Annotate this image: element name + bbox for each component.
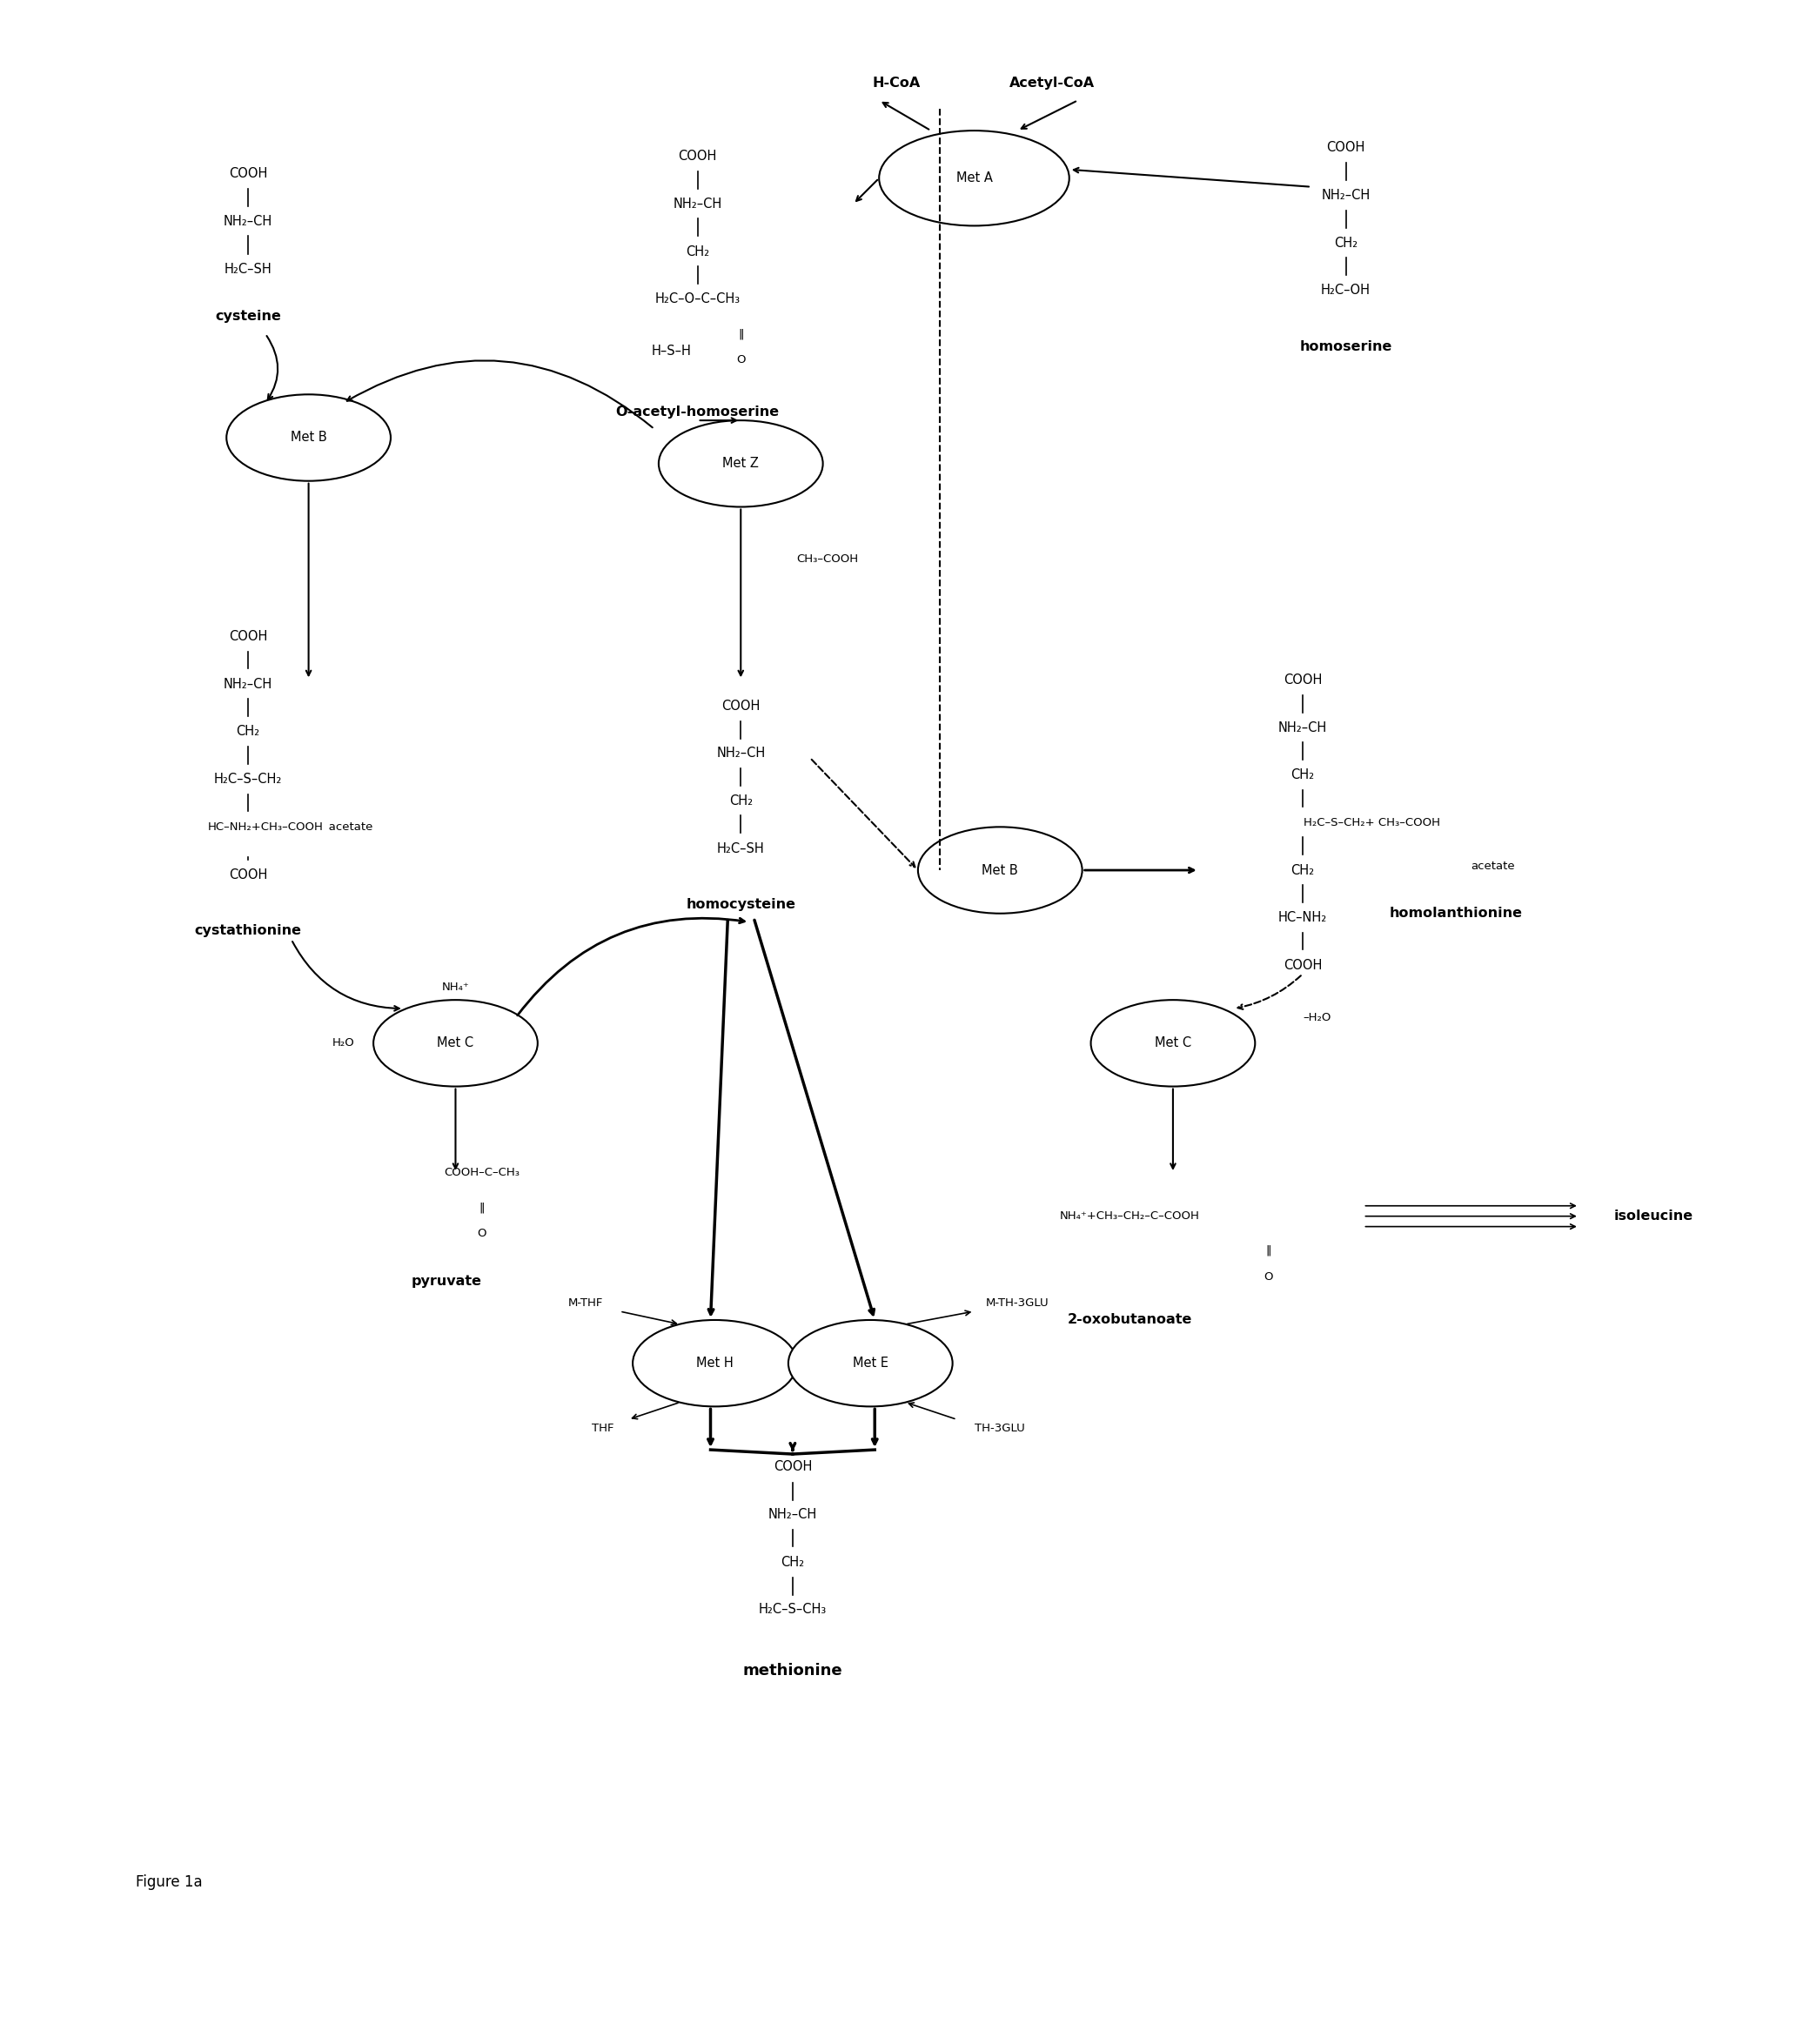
Text: CH₂: CH₂ [1291,865,1314,877]
Text: H₂C–S–CH₃: H₂C–S–CH₃ [758,1602,827,1617]
Ellipse shape [373,1000,538,1087]
Text: cystathionine: cystathionine [194,924,302,938]
Text: NH₂–CH: NH₂–CH [1278,722,1327,734]
Text: ‖: ‖ [738,329,744,339]
Ellipse shape [226,394,391,480]
Ellipse shape [1091,1000,1254,1087]
Text: Met B: Met B [290,431,328,444]
Text: Figure 1a: Figure 1a [136,1874,203,1891]
Text: pyruvate: pyruvate [411,1275,481,1288]
Text: NH₂–CH: NH₂–CH [767,1508,816,1521]
Ellipse shape [918,828,1082,914]
Text: Met C: Met C [1155,1036,1191,1051]
Text: H₂C–S–CH₂: H₂C–S–CH₂ [214,773,282,785]
Text: homocysteine: homocysteine [686,897,796,912]
Text: M-TH-3GLU: M-TH-3GLU [986,1298,1050,1308]
Text: COOH: COOH [228,168,268,180]
Text: COOH: COOH [773,1461,813,1474]
Text: H₂O: H₂O [331,1038,355,1049]
Text: ‖: ‖ [1265,1245,1271,1257]
Text: COOH–C–CH₃: COOH–C–CH₃ [443,1167,519,1179]
Text: COOH: COOH [722,699,760,713]
Ellipse shape [634,1320,796,1406]
Text: 2-oxobutanoate: 2-oxobutanoate [1068,1314,1193,1327]
Text: O: O [737,354,746,366]
Text: CH₂: CH₂ [729,795,753,807]
Text: Met Z: Met Z [722,458,758,470]
Text: H₂C–S–CH₂+ CH₃–COOH: H₂C–S–CH₂+ CH₃–COOH [1303,818,1441,828]
Ellipse shape [659,421,824,507]
Text: O: O [476,1228,487,1239]
Text: Met C: Met C [438,1036,474,1051]
Text: COOH: COOH [1283,672,1321,687]
Text: H₂C–SH: H₂C–SH [224,262,272,276]
Text: COOH: COOH [228,869,268,881]
Text: Met H: Met H [697,1357,733,1369]
Text: NH₂–CH: NH₂–CH [224,215,273,229]
Text: methionine: methionine [742,1662,842,1678]
Text: H–S–H: H–S–H [652,345,691,358]
Text: ‖: ‖ [478,1202,485,1214]
Text: CH₂: CH₂ [237,726,261,738]
Text: HC–NH₂+CH₃–COOH: HC–NH₂+CH₃–COOH [208,822,324,832]
Text: CH₂: CH₂ [1291,769,1314,781]
Text: homoserine: homoserine [1300,341,1392,354]
Text: NH₂–CH: NH₂–CH [224,679,273,691]
Text: H₂C–O–C–CH₃: H₂C–O–C–CH₃ [655,292,740,307]
Text: Met E: Met E [853,1357,889,1369]
Text: isoleucine: isoleucine [1615,1210,1692,1222]
Text: COOH: COOH [679,149,717,164]
Text: CH₂: CH₂ [686,245,710,258]
Text: CH₂: CH₂ [1334,237,1358,249]
Text: O: O [1263,1271,1272,1282]
Ellipse shape [789,1320,952,1406]
Text: NH₂–CH: NH₂–CH [1321,188,1370,202]
Text: Acetyl-CoA: Acetyl-CoA [1010,76,1095,90]
Text: CH₂: CH₂ [780,1555,804,1568]
Text: HC–NH₂: HC–NH₂ [1278,912,1327,924]
Text: NH₄⁺: NH₄⁺ [442,981,469,993]
Text: H₂C–OH: H₂C–OH [1321,284,1370,296]
Text: THF: THF [592,1423,614,1433]
Text: H₂C–SH: H₂C–SH [717,842,764,854]
Text: Met B: Met B [981,865,1019,877]
Text: CH₃–COOH: CH₃–COOH [796,554,858,564]
Text: –H₂O: –H₂O [1303,1012,1330,1022]
Text: COOH: COOH [1283,959,1321,971]
Text: COOH: COOH [1327,141,1365,155]
Text: acetate: acetate [1472,861,1515,871]
Text: COOH: COOH [228,630,268,644]
Text: NH₄⁺+CH₃–CH₂–C–COOH: NH₄⁺+CH₃–CH₂–C–COOH [1059,1210,1200,1222]
Text: H-CoA: H-CoA [872,76,921,90]
Text: cysteine: cysteine [215,311,281,323]
Ellipse shape [880,131,1070,225]
Text: TH-3GLU: TH-3GLU [976,1423,1024,1433]
Text: NH₂–CH: NH₂–CH [717,746,766,760]
Text: NH₂–CH: NH₂–CH [673,198,722,211]
Text: M-THF: M-THF [568,1298,603,1308]
Text: acetate: acetate [317,822,373,832]
Text: O-acetyl-homoserine: O-acetyl-homoserine [615,405,780,419]
Text: homolanthionine: homolanthionine [1388,908,1522,920]
Text: Met A: Met A [956,172,992,184]
